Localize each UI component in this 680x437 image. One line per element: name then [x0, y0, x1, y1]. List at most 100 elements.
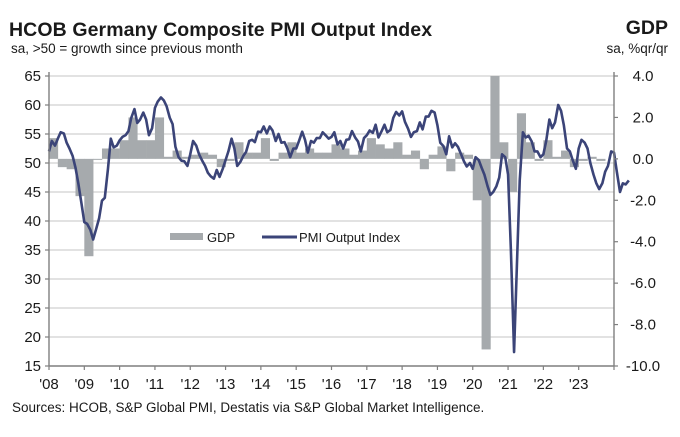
x-tick-label: '11 — [146, 376, 164, 393]
right-tick-label: -10.0 — [626, 358, 660, 375]
x-tick-label: '10 — [110, 376, 130, 393]
gdp-bar-2010Q1 — [119, 140, 129, 159]
gdp-bar-2015Q2 — [305, 148, 315, 159]
gdp-bar-2012Q4 — [216, 158, 226, 168]
gdp-bar-2011Q4 — [181, 156, 191, 159]
gdp-bar-2008Q1 — [49, 138, 59, 159]
gdp-bar-2018Q3 — [419, 158, 429, 170]
gdp-bar-2021Q4 — [534, 158, 544, 161]
x-tick-label: '16 — [322, 376, 342, 393]
gdp-bar-2010Q4 — [146, 140, 156, 159]
right-tick-label: -8.0 — [630, 317, 656, 334]
gdp-bar-2012Q2 — [199, 152, 209, 159]
right-tick-label: 4.0 — [633, 68, 654, 85]
gridlines — [49, 75, 614, 338]
gdp-bar-2008Q3 — [66, 158, 76, 170]
legend-gdp-swatch — [170, 233, 203, 240]
left-tick-label: 60 — [24, 97, 41, 114]
gdp-bar-2008Q4 — [75, 158, 85, 197]
x-tick-label: '19 — [428, 376, 448, 393]
pmi-line — [47, 96, 630, 354]
right-axis-subtitle: sa, %qr/qr — [606, 41, 668, 56]
gdp-bar-2012Q1 — [190, 154, 200, 159]
gdp-bar-2013Q3 — [243, 152, 253, 159]
pmi-line-group — [47, 96, 630, 354]
x-tick-label: '23 — [569, 376, 589, 393]
x-tick-label: '21 — [498, 376, 518, 393]
gdp-bar-2011Q1 — [154, 117, 165, 159]
x-tick-label: '08 — [39, 376, 59, 393]
gdp-bar-2017Q2 — [375, 144, 385, 159]
gdp-bar-2019Q3 — [455, 152, 465, 159]
gdp-bar-2013Q1 — [225, 158, 235, 161]
gdp-bar-2015Q4 — [322, 152, 332, 159]
gdp-bar-2010Q3 — [137, 140, 147, 159]
chart-title: HCOB Germany Composite PMI Output Index — [9, 19, 433, 41]
x-tick-label: '14 — [251, 376, 271, 393]
gdp-bar-2020Q4 — [499, 142, 509, 159]
left-tick-label: 50 — [24, 155, 41, 172]
right-tick-label: -4.0 — [630, 234, 656, 251]
gdp-bar-2015Q3 — [313, 152, 323, 159]
axes: 15 20 25 30 35 40 45 50 55 60 65 4.0 2.0 0.0 -2.0 -4.0 -… — [24, 68, 660, 393]
gdp-bar-2021Q3 — [525, 142, 535, 159]
gdp-bar-2010Q2 — [128, 117, 138, 159]
gdp-bar-2023Q2 — [587, 156, 597, 159]
gdp-bar-2009Q4 — [110, 148, 120, 159]
gdp-bar-2018Q1 — [402, 154, 412, 159]
right-tick-label: 0.0 — [633, 151, 654, 168]
x-tick-label: '17 — [357, 376, 377, 393]
gdp-bar-2019Q2 — [446, 158, 456, 172]
gdp-bar-2015Q1 — [296, 152, 306, 159]
gdp-bar-2009Q2 — [93, 158, 103, 160]
x-tick-label: '20 — [463, 376, 483, 393]
gdp-bar-2019Q4 — [463, 154, 474, 159]
chart-subtitle: sa, >50 = growth since previous month — [11, 41, 243, 56]
gdp-bar-2013Q4 — [252, 152, 262, 159]
left-tick-label: 25 — [24, 300, 41, 317]
gdp-bar-2023Q1 — [578, 158, 588, 161]
gdp-bar-2022Q2 — [552, 156, 562, 159]
x-tick-label: '15 — [286, 376, 306, 393]
gdp-bar-2020Q3 — [490, 76, 500, 159]
left-tick-label: 35 — [24, 242, 41, 259]
left-tick-label: 30 — [24, 271, 41, 288]
gdp-bar-2022Q3 — [561, 150, 571, 159]
gdp-bar-2021Q1 — [508, 158, 518, 192]
gdp-bar-2020Q2 — [481, 158, 491, 350]
x-tick-label: '09 — [75, 376, 95, 393]
gdp-bar-2022Q1 — [543, 140, 553, 159]
gdp-bar-2011Q2 — [163, 156, 173, 159]
legend-gdp-label: GDP — [207, 230, 235, 245]
gdp-bar-2023Q3 — [596, 158, 606, 161]
left-tick-label: 55 — [24, 126, 41, 143]
left-tick-label: 15 — [24, 358, 41, 375]
x-tick-label: '18 — [392, 376, 412, 393]
gdp-bar-2016Q4 — [357, 150, 368, 159]
gdp-bar-2008Q2 — [57, 158, 67, 168]
x-tick-label: '12 — [180, 376, 200, 393]
x-tick-label: '22 — [534, 376, 554, 393]
source-note: Sources: HCOB, S&P Global PMI, Destatis … — [12, 400, 485, 415]
gdp-bar-2016Q2 — [340, 148, 350, 159]
right-axis-title: GDP — [625, 17, 668, 39]
gdp-bar-2012Q3 — [207, 154, 218, 159]
gdp-bar-2014Q3 — [278, 152, 288, 159]
gdp-bar-2017Q4 — [393, 142, 403, 159]
right-tick-label: 2.0 — [633, 109, 654, 126]
gdp-bar-2009Q1 — [84, 158, 94, 257]
gdp-bar-2017Q3 — [384, 148, 394, 159]
gdp-bars — [49, 76, 606, 350]
right-tick-label: -2.0 — [630, 192, 656, 209]
gdp-bar-2020Q1 — [472, 158, 482, 201]
left-tick-label: 45 — [24, 184, 41, 201]
gdp-bar-2018Q4 — [428, 154, 438, 159]
gdp-bar-2016Q3 — [349, 154, 359, 159]
gdp-bar-2017Q1 — [366, 138, 376, 159]
x-tick-label: '13 — [216, 376, 236, 393]
legend-pmi-label: PMI Output Index — [299, 230, 401, 245]
gdp-bar-2016Q1 — [331, 144, 341, 159]
left-tick-label: 20 — [24, 329, 41, 346]
gdp-bar-2009Q3 — [101, 148, 112, 159]
